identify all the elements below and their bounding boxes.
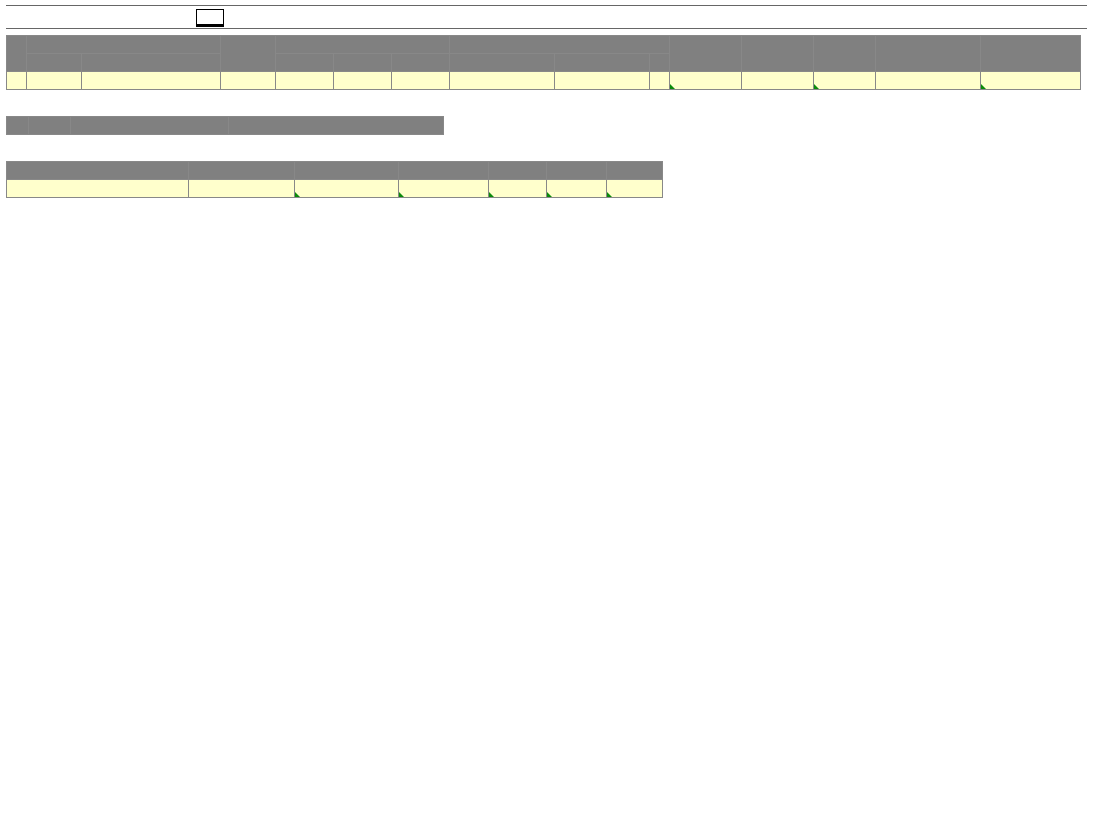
col-group-resources (276, 36, 450, 54)
col-group-expenses (450, 36, 670, 54)
col-link (742, 36, 814, 72)
col-other (555, 54, 650, 72)
client-quote-table (6, 161, 663, 198)
total-subtotal (670, 72, 742, 90)
cq-col-rfee (399, 162, 489, 180)
col-chrg-type (221, 36, 276, 72)
col-days (276, 54, 334, 72)
indicator-icon (196, 9, 224, 27)
cq-col-task (7, 162, 189, 180)
cq-total-exp (547, 180, 607, 198)
cq-col-tfee (489, 162, 547, 180)
col-prev-quote (981, 36, 1081, 72)
col-est-cost (450, 54, 555, 72)
col-aname (71, 117, 229, 135)
col-task (27, 54, 82, 72)
cq-col-hours (295, 162, 399, 180)
col-cost (334, 54, 392, 72)
cq-total-hrs (295, 180, 399, 198)
col-fee (392, 54, 450, 72)
tasks-total-row (7, 72, 1081, 90)
cq-col-quote (607, 162, 663, 180)
col-update-fee (876, 36, 981, 72)
col-code (29, 117, 71, 135)
col-quote (814, 36, 876, 72)
allowance-table (6, 116, 444, 135)
total-prev (981, 72, 1081, 90)
cq-col-exp (547, 162, 607, 180)
cq-total-tfee (489, 180, 547, 198)
col-hash (650, 54, 670, 72)
total-quote (814, 72, 876, 90)
cq-total-row (7, 180, 663, 198)
cq-col-resource (189, 162, 295, 180)
col-group-tasks (27, 36, 221, 54)
cq-total-rfee (399, 180, 489, 198)
col-subtotal (670, 36, 742, 72)
col-name (82, 54, 221, 72)
tasks-table (6, 35, 1081, 90)
col-pct (229, 117, 444, 135)
cq-total-quote (607, 180, 663, 198)
